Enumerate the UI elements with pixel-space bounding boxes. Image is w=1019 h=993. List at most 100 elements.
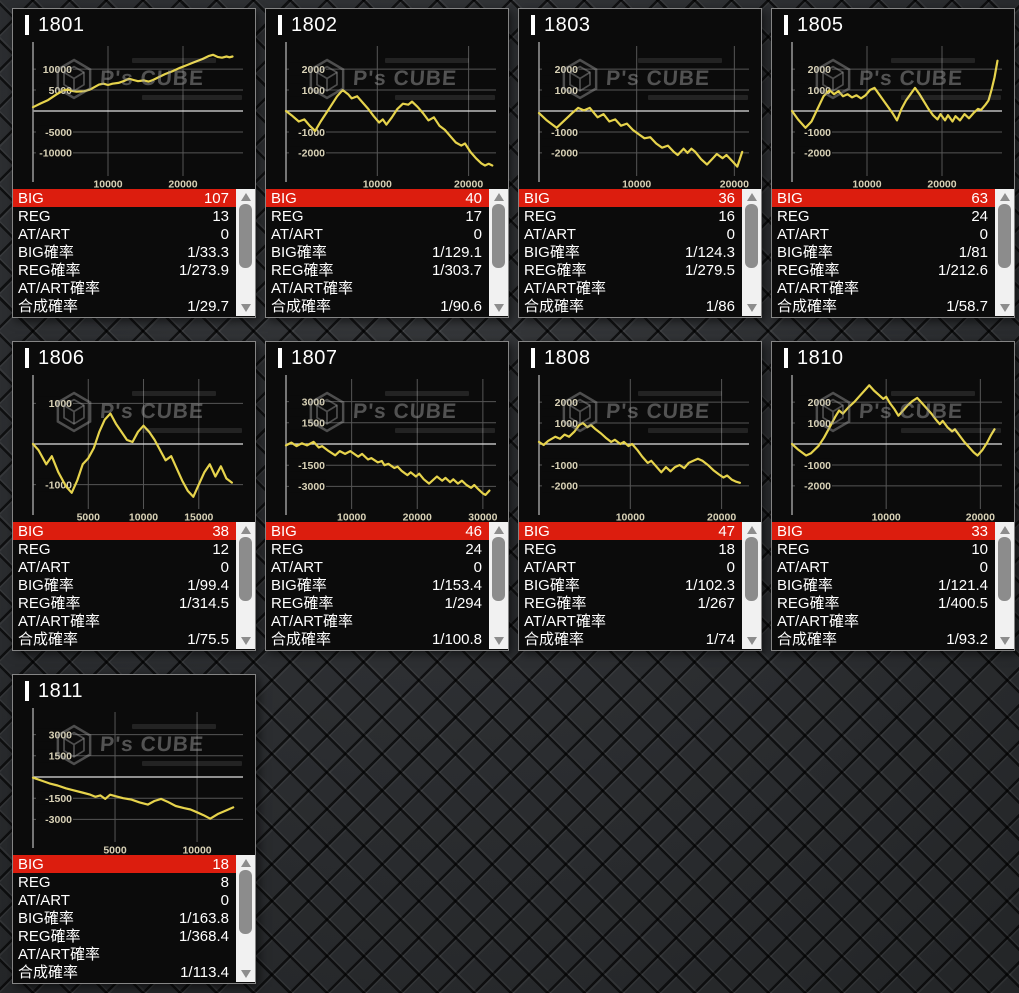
svg-text:20000: 20000	[454, 179, 483, 190]
scrollbar-thumb[interactable]	[745, 204, 758, 268]
stats-row-big: BIG 36	[519, 189, 742, 208]
machine-card[interactable]: 1807 3000 1500 -1500 -3000 10000 20000 30000 P…	[265, 341, 509, 651]
scroll-up-icon[interactable]	[746, 526, 757, 534]
stat-value: 0	[220, 558, 229, 576]
scrollbar-thumb[interactable]	[998, 537, 1011, 601]
machine-number: 1803	[544, 13, 591, 36]
scroll-down-icon[interactable]	[493, 304, 504, 312]
stat-label: AT/ART	[18, 891, 70, 909]
stats-scrollbar[interactable]	[236, 189, 255, 316]
stats-row-reg: REG 17	[266, 207, 489, 225]
stats-scrollbar[interactable]	[742, 189, 761, 316]
stats-scrollbar[interactable]	[236, 522, 255, 649]
svg-text:-10000: -10000	[39, 148, 72, 160]
stat-label: REG確率	[524, 261, 587, 279]
stat-value: 1/212.6	[937, 261, 988, 279]
stats-row-reg_rate: REG確率 1/212.6	[772, 261, 995, 279]
stat-value: 18	[718, 540, 735, 558]
svg-text:1000: 1000	[302, 85, 326, 97]
stats-scrollbar[interactable]	[489, 522, 508, 649]
stat-label: AT/ART確率	[271, 613, 353, 631]
svg-text:-5000: -5000	[45, 127, 72, 139]
scrollbar-thumb[interactable]	[239, 204, 252, 268]
scroll-up-icon[interactable]	[240, 526, 251, 534]
stats-rows: BIG 33 REG 10 AT/ART 0 BIG確率 1/121.4 REG確率 1/400.…	[772, 522, 995, 649]
stats-row-at_art_rate: AT/ART確率	[772, 279, 995, 297]
scroll-up-icon[interactable]	[999, 193, 1010, 201]
scroll-down-icon[interactable]	[999, 304, 1010, 312]
stat-value: 33	[971, 522, 988, 540]
scroll-down-icon[interactable]	[746, 637, 757, 645]
card-header: 1803	[519, 9, 761, 41]
stat-label: REG	[18, 540, 51, 558]
scroll-up-icon[interactable]	[240, 859, 251, 867]
stat-label: BIG	[271, 522, 297, 540]
machine-number: 1802	[291, 13, 338, 36]
scrollbar-thumb[interactable]	[492, 537, 505, 601]
stat-label: REG確率	[18, 927, 81, 945]
svg-text:10000: 10000	[872, 512, 901, 523]
slump-graph: 2000 1000 -1000 -2000 10000 20000 P's CUBE	[266, 41, 508, 189]
scrollbar-thumb[interactable]	[239, 870, 252, 934]
scrollbar-thumb[interactable]	[492, 204, 505, 268]
machine-card[interactable]: 1811 3000 1500 -1500 -3000 5000 10000 P's CUB…	[12, 674, 256, 984]
scroll-down-icon[interactable]	[746, 304, 757, 312]
scrollbar-thumb[interactable]	[239, 537, 252, 601]
scroll-down-icon[interactable]	[240, 304, 251, 312]
scroll-up-icon[interactable]	[240, 193, 251, 201]
stat-value: 1/86	[705, 298, 735, 316]
stat-value: 1/33.3	[187, 243, 229, 261]
stat-label: BIG	[18, 189, 44, 207]
machine-card[interactable]: 1801 10000 5000 -5000 -10000 10000 20000 P's …	[12, 8, 256, 318]
stat-label: BIG確率	[777, 243, 833, 261]
stats-row-reg: REG 18	[519, 540, 742, 558]
stats-scrollbar[interactable]	[995, 522, 1014, 649]
stat-value: 1/314.5	[178, 594, 229, 612]
scroll-down-icon[interactable]	[240, 970, 251, 978]
scroll-up-icon[interactable]	[493, 526, 504, 534]
machine-card[interactable]: 1802 2000 1000 -1000 -2000 10000 20000 P's CU…	[265, 8, 509, 318]
scroll-down-icon[interactable]	[240, 637, 251, 645]
svg-text:-1000: -1000	[45, 479, 72, 491]
stat-value: 1/279.5	[684, 261, 735, 279]
machine-card[interactable]: 1810 2000 1000 -1000 -2000 10000 20000 P's CU…	[771, 341, 1015, 651]
stats-row-combined_rate: 合成確率 1/29.7	[13, 298, 236, 316]
stats-scrollbar[interactable]	[742, 522, 761, 649]
stats-scrollbar[interactable]	[489, 189, 508, 316]
stat-value: 0	[473, 225, 482, 243]
stats-table: BIG 33 REG 10 AT/ART 0 BIG確率 1/121.4 REG確率 1/400.…	[772, 522, 1014, 649]
stats-row-big: BIG 38	[13, 522, 236, 541]
stat-label: AT/ART	[524, 225, 576, 243]
scrollbar-thumb[interactable]	[998, 204, 1011, 268]
svg-text:-1000: -1000	[804, 460, 831, 472]
scroll-up-icon[interactable]	[746, 193, 757, 201]
svg-text:-3000: -3000	[298, 481, 325, 493]
stat-label: BIG	[524, 522, 550, 540]
stat-value: 1/273.9	[178, 261, 229, 279]
stats-row-reg_rate: REG確率 1/279.5	[519, 261, 742, 279]
machine-card[interactable]: 1803 2000 1000 -1000 -2000 10000 20000 P's CU…	[518, 8, 762, 318]
stats-row-big_rate: BIG確率 1/121.4	[772, 576, 995, 594]
scroll-up-icon[interactable]	[999, 526, 1010, 534]
machine-card[interactable]: 1806 1000 -1000 5000 10000 15000 P's CUBE	[12, 341, 256, 651]
stat-label: AT/ART	[777, 225, 829, 243]
stats-row-big_rate: BIG確率 1/99.4	[13, 576, 236, 594]
scrollbar-thumb[interactable]	[745, 537, 758, 601]
svg-text:2000: 2000	[808, 64, 832, 76]
stats-rows: BIG 38 REG 12 AT/ART 0 BIG確率 1/99.4 REG確率 1/314.5…	[13, 522, 236, 649]
stats-table: BIG 36 REG 16 AT/ART 0 BIG確率 1/124.3 REG確率 1/279.…	[519, 189, 761, 316]
scroll-up-icon[interactable]	[493, 193, 504, 201]
stat-label: 合成確率	[271, 298, 332, 316]
scroll-down-icon[interactable]	[493, 637, 504, 645]
stats-scrollbar[interactable]	[236, 855, 255, 982]
machine-card[interactable]: 1805 2000 1000 -1000 -2000 10000 20000 P's CU…	[771, 8, 1015, 318]
machine-card[interactable]: 1808 2000 1000 -1000 -2000 10000 20000 P's CU…	[518, 341, 762, 651]
stats-row-reg: REG 8	[13, 873, 236, 891]
slump-graph: 2000 1000 -1000 -2000 10000 20000 P's CUBE	[519, 374, 761, 522]
scroll-down-icon[interactable]	[999, 637, 1010, 645]
stats-scrollbar[interactable]	[995, 189, 1014, 316]
stat-label: 合成確率	[18, 631, 79, 649]
stat-label: BIG確率	[18, 909, 74, 927]
stats-row-big_rate: BIG確率 1/129.1	[266, 243, 489, 261]
